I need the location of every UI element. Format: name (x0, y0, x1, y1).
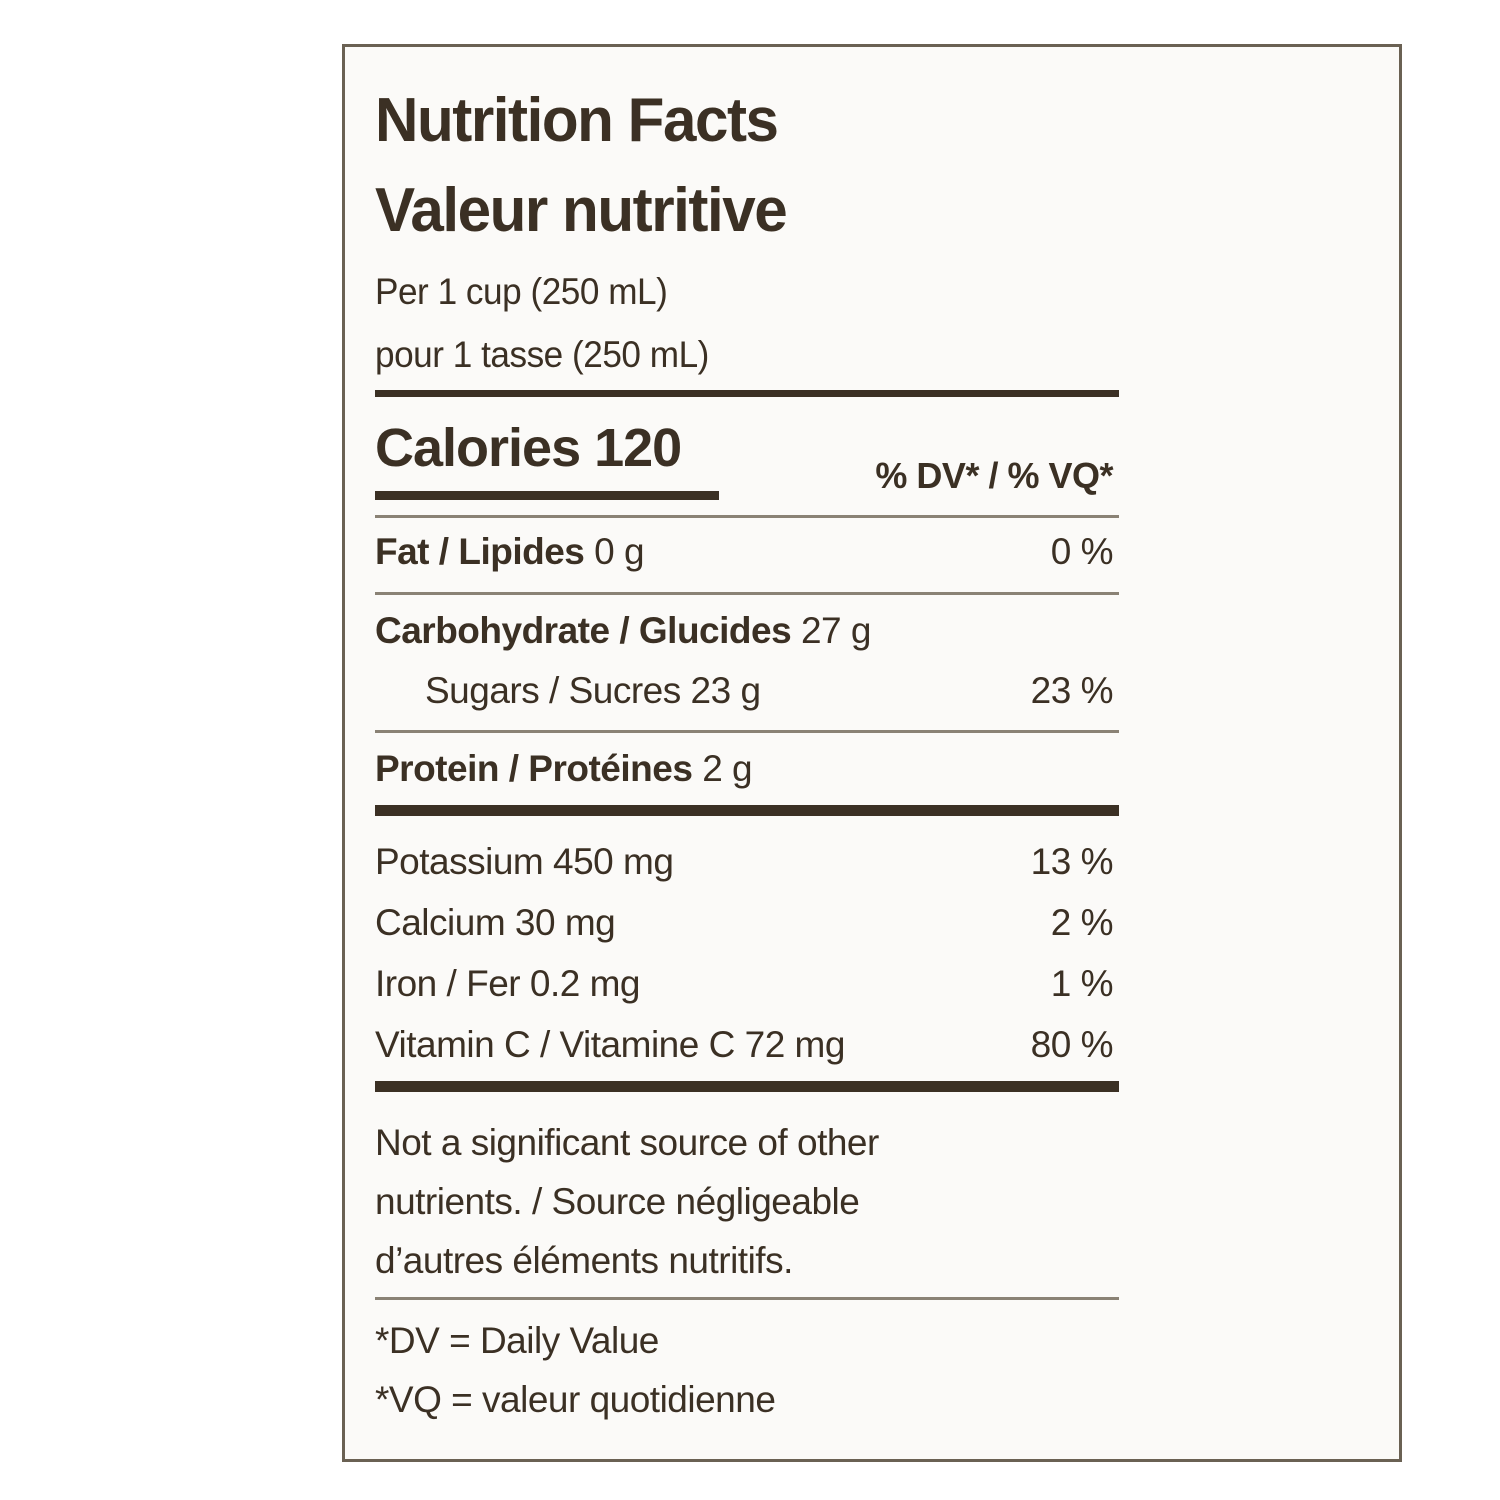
sugars-dv: 23 % (1030, 670, 1114, 711)
carbohydrate-name: Carbohydrate / Glucides (375, 610, 792, 651)
nutrition-facts-label: Nutrition Facts Valeur nutritive Per 1 c… (342, 44, 1402, 1462)
divider-serving (375, 390, 1119, 397)
sugars-name: Sugars / Sucres (425, 670, 681, 711)
fat-dv: 0 % (1050, 531, 1114, 572)
divider-dv-header (375, 515, 1119, 518)
carbohydrate-row: Carbohydrate / Glucides 27 g (375, 610, 871, 652)
not-significant-note-line-1: Not a significant source of other (375, 1122, 879, 1163)
vq-definition: *VQ = valeur quotidienne (375, 1379, 776, 1420)
dv-definition: *DV = Daily Value (375, 1320, 659, 1361)
vitamin-c-row: Vitamin C / Vitamine C 72 mg (375, 1024, 845, 1065)
divider-protein (375, 805, 1119, 816)
iron-dv: 1 % (1050, 963, 1114, 1004)
fat-name: Fat / Lipides (375, 531, 585, 572)
fat-row: Fat / Lipides 0 g (375, 531, 645, 573)
calories: Calories 120 (375, 418, 682, 478)
title-french: Valeur nutritive (375, 176, 788, 245)
not-significant-note-line-3: d’autres éléments nutritifs. (375, 1240, 793, 1281)
protein-name: Protein / Protéines (375, 748, 693, 789)
iron-row: Iron / Fer 0.2 mg (375, 963, 641, 1004)
divider-vitamins (375, 1081, 1119, 1092)
divider-note (375, 1297, 1119, 1300)
not-significant-note-line-2: nutrients. / Source négligeable (375, 1181, 860, 1222)
sugars-amount: 23 g (690, 670, 762, 711)
vitamin-c-dv: 80 % (1030, 1024, 1114, 1065)
divider-carbohydrate (375, 730, 1119, 733)
title-english: Nutrition Facts (375, 86, 779, 155)
calcium-row: Calcium 30 mg (375, 902, 616, 943)
fat-amount: 0 g (594, 531, 645, 572)
potassium-dv: 13 % (1030, 841, 1114, 882)
divider-fat (375, 592, 1119, 595)
divider-calories (375, 491, 719, 500)
potassium-row: Potassium 450 mg (375, 841, 674, 882)
serving-size-french: pour 1 tasse (250 mL) (375, 334, 709, 375)
protein-amount: 2 g (702, 748, 753, 789)
protein-row: Protein / Protéines 2 g (375, 748, 753, 790)
sugars-row: Sugars / Sucres 23 g (425, 670, 761, 712)
carbohydrate-amount: 27 g (800, 610, 872, 651)
calcium-dv: 2 % (1050, 902, 1114, 943)
daily-value-header: % DV* / % VQ* (875, 455, 1113, 496)
serving-size-english: Per 1 cup (250 mL) (375, 271, 668, 312)
